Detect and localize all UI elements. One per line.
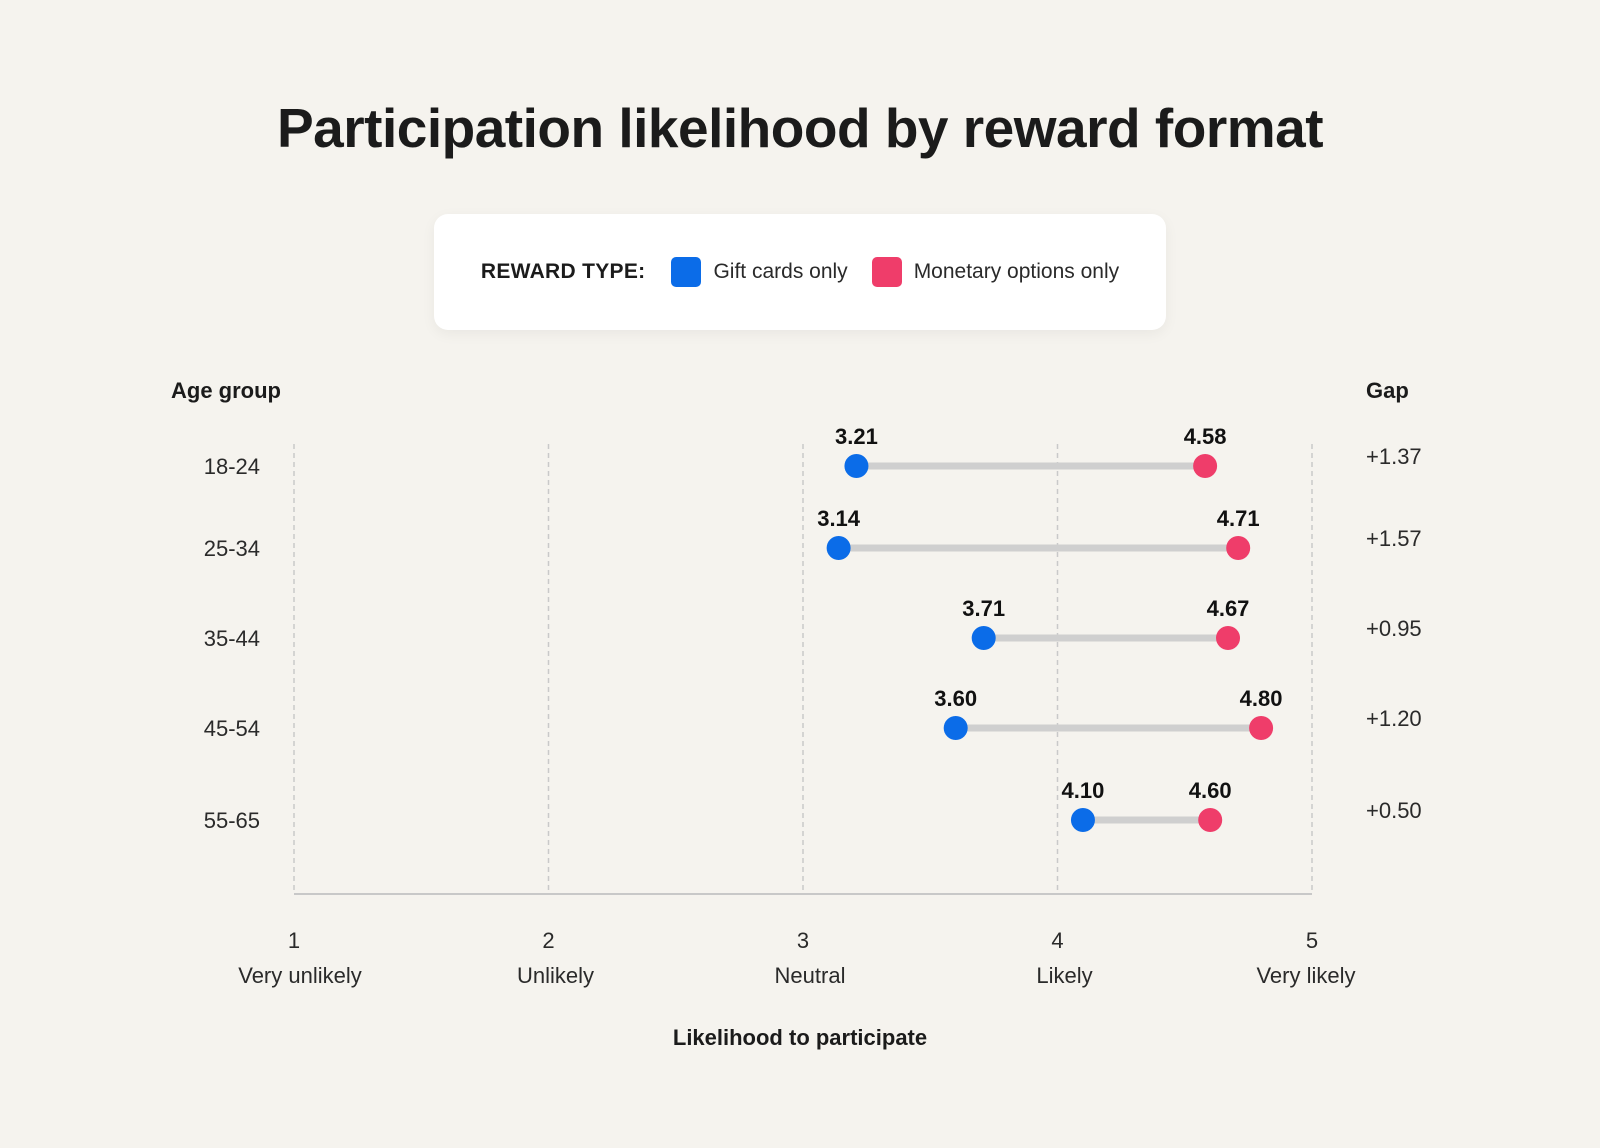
gap-value: +0.95 — [1366, 616, 1422, 641]
gap-column-header: Gap — [1366, 378, 1409, 403]
y-category-label: 35-44 — [204, 626, 260, 651]
monetary-value-label: 4.60 — [1189, 778, 1232, 803]
monetary-value-label: 4.58 — [1184, 424, 1227, 449]
legend: REWARD TYPE: Gift cards only Monetary op… — [434, 214, 1166, 330]
legend-swatch-gift-cards — [671, 257, 702, 287]
gift-card-point — [826, 536, 851, 560]
gift-card-value-label: 3.71 — [962, 596, 1005, 621]
y-axis-header: Age group — [171, 378, 281, 403]
gift-card-point — [943, 716, 968, 740]
x-axis-title: Likelihood to participate — [673, 1025, 927, 1050]
monetary-value-label: 4.67 — [1207, 596, 1250, 621]
x-tick-label-5: 5 — [1306, 928, 1318, 953]
chart-title: Participation likelihood by reward forma… — [276, 97, 1324, 159]
x-tick-sublabel-3: Neutral — [775, 963, 846, 988]
gift-card-point — [844, 454, 869, 478]
row-25-34: 25-34 3.14 4.71 +1.57 — [204, 506, 1422, 561]
legend-item-monetary: Monetary options only — [871, 257, 1120, 287]
data-rows: 18-24 3.21 4.58 +1.37 25-34 3.14 4.71 +1.57 35-4… — [204, 424, 1422, 833]
x-tick-label-3: 3 — [797, 928, 809, 953]
monetary-point — [1198, 808, 1223, 832]
x-tick-label-4: 4 — [1051, 928, 1063, 953]
row-18-24: 18-24 3.21 4.58 +1.37 — [204, 424, 1422, 479]
legend-item-gift-cards: Gift cards only — [671, 257, 848, 287]
x-tick-sublabel-2: Unlikely — [517, 963, 594, 988]
monetary-point — [1226, 536, 1251, 560]
x-tick-label-2: 2 — [542, 928, 554, 953]
legend-label-gift-cards: Gift cards only — [713, 260, 848, 283]
y-category-label: 45-54 — [204, 716, 260, 741]
gap-value: +1.20 — [1366, 706, 1422, 731]
gift-card-value-label: 3.21 — [835, 424, 878, 449]
y-category-label: 25-34 — [204, 536, 260, 561]
x-tick-sublabel-4: Likely — [1036, 963, 1092, 988]
monetary-point — [1193, 454, 1218, 478]
gap-value: +1.57 — [1366, 526, 1422, 551]
x-axis-ticks: 1 Very unlikely 2 Unlikely 3 Neutral 4 Likely 5 V… — [238, 928, 1355, 988]
gift-card-value-label: 4.10 — [1062, 778, 1105, 803]
legend-label-monetary: Monetary options only — [913, 260, 1120, 283]
grid-lines — [293, 444, 1313, 894]
row-45-54: 45-54 3.60 4.80 +1.20 — [204, 686, 1422, 741]
legend-title: REWARD TYPE: — [480, 260, 646, 283]
gift-card-point — [1070, 808, 1095, 832]
legend-swatch-monetary — [871, 257, 902, 287]
monetary-point — [1249, 716, 1274, 740]
gift-card-value-label: 3.14 — [817, 506, 861, 531]
monetary-value-label: 4.71 — [1217, 506, 1260, 531]
gap-value: +1.37 — [1366, 444, 1422, 469]
y-category-label: 18-24 — [204, 454, 260, 479]
row-35-44: 35-44 3.71 4.67 +0.95 — [204, 596, 1422, 651]
gift-card-value-label: 3.60 — [934, 686, 977, 711]
x-tick-label-1: 1 — [288, 928, 300, 953]
gap-value: +0.50 — [1366, 798, 1422, 823]
row-55-65: 55-65 4.10 4.60 +0.50 — [204, 778, 1422, 833]
y-category-label: 55-65 — [204, 808, 260, 833]
monetary-value-label: 4.80 — [1240, 686, 1283, 711]
gift-card-point — [971, 626, 996, 650]
x-tick-sublabel-1: Very unlikely — [238, 963, 362, 988]
monetary-point — [1216, 626, 1241, 650]
x-tick-sublabel-5: Very likely — [1256, 963, 1355, 988]
